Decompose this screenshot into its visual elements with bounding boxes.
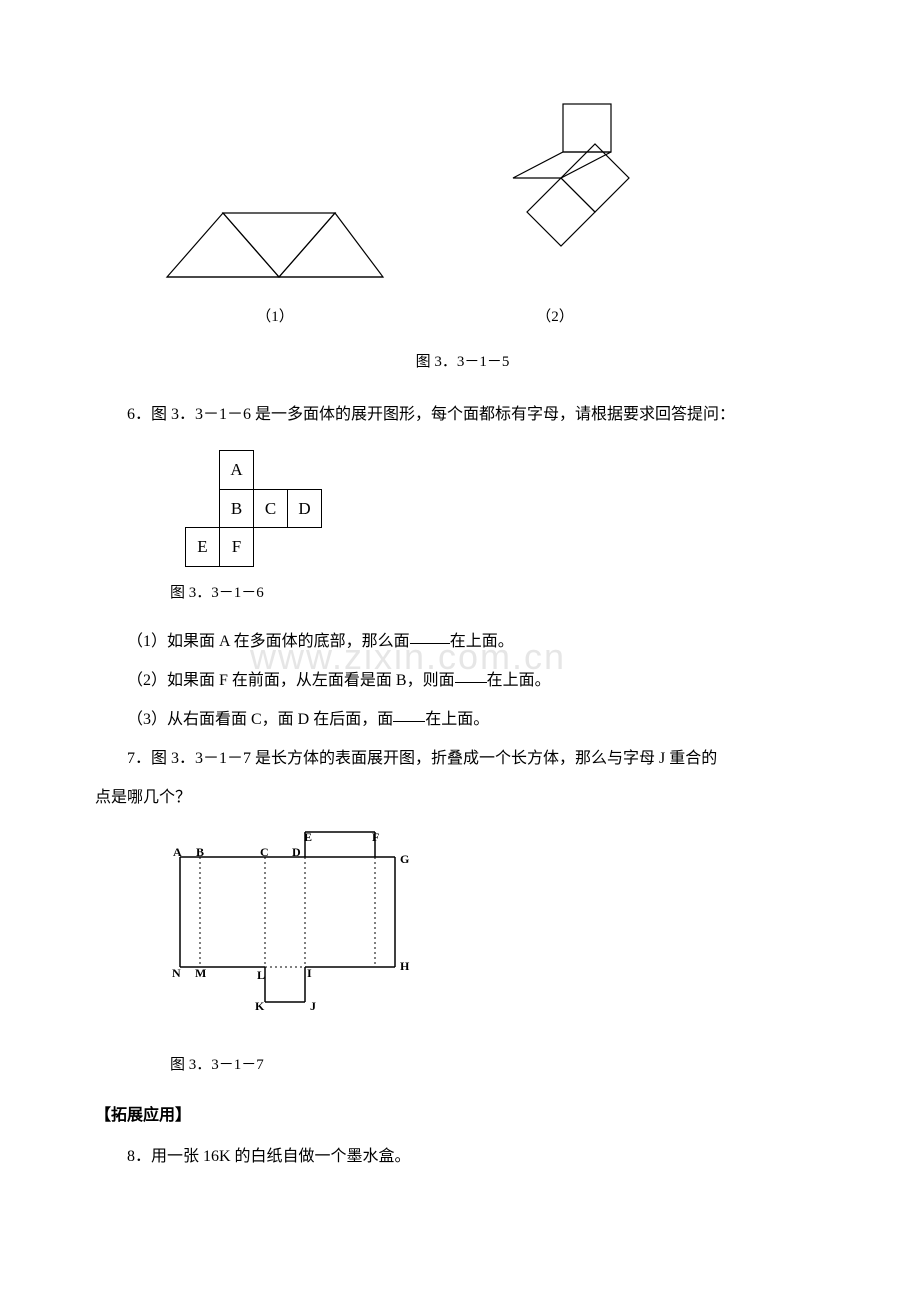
q6-sub2-post: 在上面。 (487, 672, 551, 689)
figure-3-3-1-5: （1） （2） (95, 100, 830, 334)
triangles-svg (165, 205, 385, 280)
q6-sub3-pre: （3）从右面看面 C，面 D 在后面，面 (127, 711, 393, 728)
figure-2: （2） (465, 100, 645, 334)
blank-2 (455, 667, 487, 683)
figure-6-caption: 图 3．3－1－6 (170, 577, 830, 610)
lbl-g: G (400, 852, 409, 866)
figure-1: （1） (165, 205, 385, 334)
q6-sub1-post: 在上面。 (450, 633, 514, 650)
lbl-j: J (310, 999, 316, 1013)
question-8: 8．用一张 16K 的白纸自做一个墨水盒。 (95, 1139, 830, 1174)
question-7-line1: 7．图 3．3－1－7 是长方体的表面展开图，折叠成一个长方体，那么与字母 J … (95, 741, 830, 776)
blank-3 (393, 706, 425, 722)
lbl-i: I (307, 966, 312, 980)
question-7-line2: 点是哪几个？ (95, 780, 830, 815)
figure-5-caption: 图 3．3－1－5 (95, 346, 830, 379)
cell-c: C (254, 489, 288, 527)
lbl-e: E (304, 830, 312, 844)
lbl-l: L (257, 968, 265, 982)
q6-sub3-post: 在上面。 (425, 711, 489, 728)
lbl-b: B (196, 845, 204, 859)
cell-a: A (220, 451, 254, 489)
lbl-m: M (195, 966, 206, 980)
blank-1 (410, 628, 450, 644)
q6-sub2-pre: （2）如果面 F 在前面，从左面看是面 B，则面 (127, 672, 455, 689)
cuboid-svg: E F A B C D G H I J K L M N (170, 827, 440, 1027)
net-table: A B C D E F (185, 450, 322, 566)
lbl-a: A (173, 845, 182, 859)
question-6: 6．图 3．3－1－6 是一多面体的展开图形，每个面都标有字母，请根据要求回答提… (95, 397, 830, 432)
lbl-n: N (172, 966, 181, 980)
figure-1-label: （1） (165, 301, 385, 334)
lbl-h: H (400, 959, 410, 973)
cuboid-net: E F A B C D G H I J K L M N (170, 827, 830, 1040)
cell-f: F (220, 528, 254, 566)
q6-sub1-pre: （1）如果面 A 在多面体的底部，那么面 (127, 633, 410, 650)
lbl-d: D (292, 845, 301, 859)
cell-b: B (220, 489, 254, 527)
lbl-k: K (255, 999, 265, 1013)
section-header: 【拓展应用】 (95, 1098, 830, 1133)
cell-d: D (288, 489, 322, 527)
cell-e: E (186, 528, 220, 566)
q6-sub3: （3）从右面看面 C，面 D 在后面，面 在上面。 (95, 702, 830, 737)
figure-2-label: （2） (465, 301, 645, 334)
q6-sub2: （2）如果面 F 在前面，从左面看是面 B，则面 在上面。 (95, 663, 830, 698)
lbl-c: C (260, 845, 269, 859)
rotated-squares-svg (465, 100, 645, 280)
figure-7-caption: 图 3．3－1－7 (170, 1049, 830, 1082)
lbl-f: F (372, 830, 379, 844)
q6-sub1: （1）如果面 A 在多面体的底部，那么面 在上面。 (95, 624, 830, 659)
